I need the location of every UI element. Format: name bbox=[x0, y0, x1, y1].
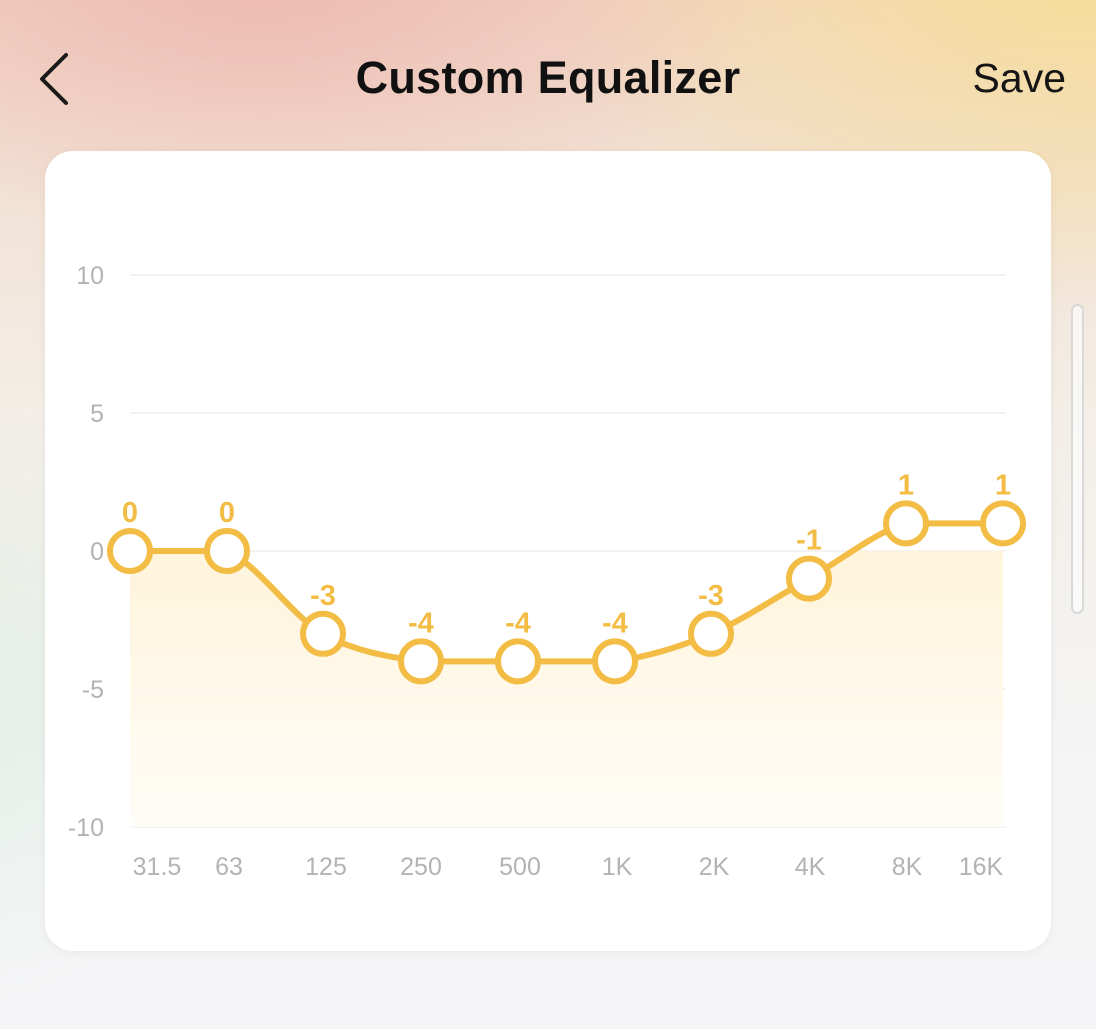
scrollbar[interactable] bbox=[1071, 304, 1084, 614]
y-tick-label: -5 bbox=[82, 676, 104, 704]
y-tick-label: 5 bbox=[90, 400, 104, 428]
eq-value-label: -4 bbox=[408, 607, 434, 639]
x-tick-label: 4K bbox=[795, 853, 826, 881]
x-tick-label: 63 bbox=[215, 853, 243, 881]
x-tick-label: 8K bbox=[892, 853, 923, 881]
back-button[interactable] bbox=[26, 44, 86, 114]
eq-band-handle[interactable] bbox=[883, 500, 929, 547]
y-tick-label: -10 bbox=[68, 814, 104, 842]
eq-band-handle[interactable] bbox=[204, 528, 250, 574]
eq-curve-line bbox=[127, 520, 1006, 665]
eq-value-label: 0 bbox=[122, 497, 138, 529]
eq-band-handle[interactable] bbox=[398, 638, 444, 685]
x-tick-label: 500 bbox=[499, 853, 541, 881]
eq-value-label: 1 bbox=[995, 469, 1011, 501]
eq-band-handle[interactable] bbox=[495, 638, 541, 685]
curve-fill-area bbox=[130, 551, 1003, 827]
save-button[interactable]: Save bbox=[972, 55, 1066, 101]
eq-value-label: 1 bbox=[898, 469, 914, 501]
eq-band-handle[interactable] bbox=[786, 555, 832, 602]
eq-band-handle[interactable] bbox=[688, 610, 734, 657]
x-tick-label: 31.5 bbox=[133, 853, 182, 881]
eq-value-label: -1 bbox=[796, 525, 822, 557]
eq-band-handle[interactable] bbox=[592, 638, 638, 685]
y-tick-label: 0 bbox=[90, 538, 104, 566]
eq-band-handle[interactable] bbox=[300, 610, 346, 657]
chevron-left-icon bbox=[40, 53, 68, 105]
eq-band-handle[interactable] bbox=[980, 500, 1026, 547]
x-tick-label: 125 bbox=[305, 853, 347, 881]
eq-value-label: -3 bbox=[310, 580, 336, 612]
x-tick-label: 16K bbox=[959, 853, 1004, 881]
x-tick-label: 250 bbox=[400, 853, 442, 881]
eq-value-label: 0 bbox=[219, 497, 235, 529]
eq-value-label: -4 bbox=[505, 607, 531, 639]
eq-value-label: -3 bbox=[698, 580, 724, 612]
eq-band-handle[interactable] bbox=[107, 528, 153, 574]
eq-value-label: -4 bbox=[602, 607, 628, 639]
y-tick-label: 10 bbox=[76, 262, 104, 290]
x-tick-label: 2K bbox=[699, 853, 730, 881]
x-tick-label: 1K bbox=[602, 853, 633, 881]
